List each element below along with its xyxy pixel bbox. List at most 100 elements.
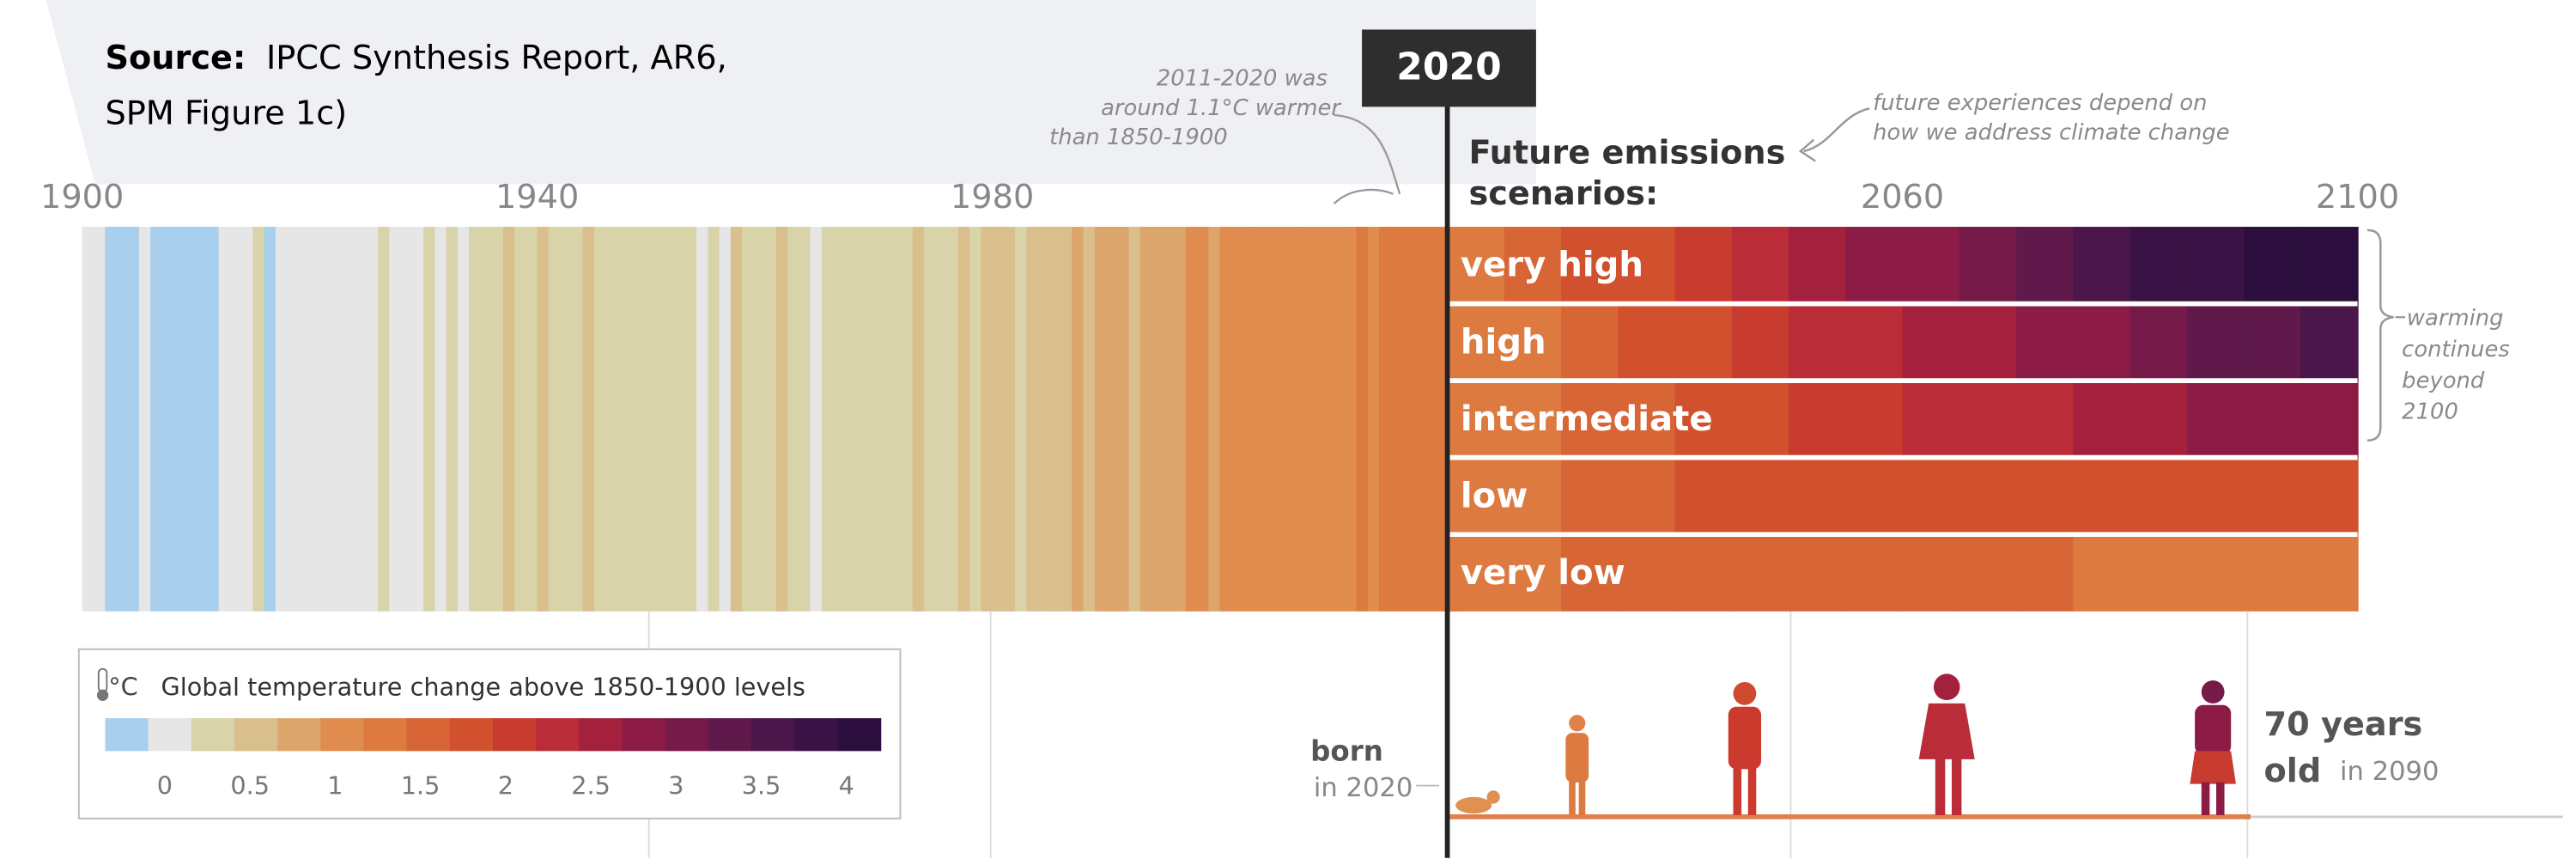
stripe: [1128, 227, 1142, 612]
stripe: [1265, 227, 1278, 612]
colorbar-bin: [837, 718, 882, 752]
stripe: [1618, 457, 1676, 535]
annotation: beyond: [2402, 368, 2485, 393]
stripe: [1618, 381, 1676, 458]
stripe: [491, 227, 505, 612]
stripe: [309, 227, 323, 612]
stripe: [1902, 303, 1960, 381]
stripe: [434, 227, 447, 612]
annotation: continues: [2402, 337, 2510, 362]
stripe: [1447, 381, 1505, 458]
annotation: warming: [2407, 306, 2504, 332]
source-text: IPCC Synthesis Report, AR6,: [266, 38, 727, 76]
stripe: [2073, 303, 2131, 381]
colorbar-bin: [622, 718, 666, 752]
stripe: [1845, 534, 1904, 612]
stripe: [1379, 227, 1392, 612]
stripe: [764, 227, 778, 612]
colorbar-bin: [794, 718, 839, 752]
stripe: [1413, 227, 1426, 612]
stripe: [548, 227, 562, 612]
colorbar-bin: [665, 718, 709, 752]
stripe: [173, 227, 186, 612]
stripe: [2073, 534, 2131, 612]
stripe: [1674, 303, 1733, 381]
stripe: [1959, 457, 2018, 535]
stripe: [2073, 457, 2131, 535]
colorbar-tick-label: 0.5: [230, 771, 270, 800]
stripe: [2300, 457, 2359, 535]
stripe: [673, 227, 687, 612]
stripe: [2016, 303, 2075, 381]
annotation: future experiences depend on: [1873, 90, 2207, 116]
stripe: [264, 227, 277, 612]
stripe: [1390, 227, 1403, 612]
stripe: [287, 227, 300, 612]
stripe: [2073, 381, 2131, 458]
stripe: [1618, 227, 1676, 304]
stripe: [1845, 227, 1904, 304]
stripe: [1139, 227, 1153, 612]
stripe: [1959, 303, 2018, 381]
stripe: [1845, 457, 1904, 535]
scenario-label: low: [1461, 476, 1528, 515]
stripe: [981, 227, 993, 612]
stripe: [1367, 227, 1381, 612]
stripe: [1674, 457, 1733, 535]
stripe: [1106, 227, 1119, 612]
stripe: [1163, 227, 1176, 612]
stripe: [1789, 534, 1847, 612]
stripe: [1959, 381, 2018, 458]
stripe: [537, 227, 550, 612]
source-text: SPM Figure 1c): [105, 94, 347, 132]
stripe: [1117, 227, 1130, 612]
stripe: [2300, 381, 2359, 458]
colorbar-tick-label: 1: [327, 771, 343, 800]
stripe: [2129, 381, 2188, 458]
stripe: [1845, 381, 1904, 458]
stripe: [1902, 227, 1960, 304]
stripe: [992, 227, 1005, 612]
stripe: [1789, 381, 1847, 458]
stripe: [1959, 227, 2018, 304]
stripe: [1504, 457, 1563, 535]
stripe: [560, 227, 573, 612]
stripe: [1197, 227, 1210, 612]
stripe: [2129, 457, 2188, 535]
colorbar-tick-label: 3: [668, 771, 683, 800]
annotation: in 2090: [2340, 757, 2439, 787]
stripe: [1334, 227, 1346, 612]
source: Source: IPCC Synthesis Report, AR6,: [105, 38, 726, 76]
x-tick-label: 1900: [40, 178, 124, 216]
colorbar-bin: [579, 718, 623, 752]
stripe: [617, 227, 629, 612]
stripe: [787, 227, 800, 612]
stripe: [196, 227, 209, 612]
stripe: [2186, 227, 2245, 304]
stripe: [1072, 227, 1084, 612]
x-tick-label: 2060: [1861, 178, 1944, 216]
stripe: [593, 227, 607, 612]
stripe: [389, 227, 402, 612]
stripe: [1447, 227, 1505, 304]
stripe: [582, 227, 596, 612]
stripe: [150, 227, 163, 612]
stripe: [901, 227, 914, 612]
stripe: [2244, 457, 2302, 535]
marker-box: [1362, 29, 1536, 107]
stripe: [844, 227, 857, 612]
stripe: [355, 227, 368, 612]
stripe: [753, 227, 766, 612]
stripe: [2129, 227, 2188, 304]
stripe: [116, 227, 129, 612]
stripe: [469, 227, 482, 612]
stripe: [1504, 303, 1563, 381]
annotation: born: [1310, 734, 1383, 767]
annotation: old: [2263, 752, 2321, 790]
stripe: [1618, 534, 1676, 612]
colorbar-tick-label: 1.5: [401, 771, 440, 800]
stripes: very high high intermediate low very low: [82, 227, 2359, 612]
stripe: [1789, 227, 1847, 304]
annotation-arrow: [1798, 107, 1870, 162]
brace: [2366, 228, 2394, 442]
